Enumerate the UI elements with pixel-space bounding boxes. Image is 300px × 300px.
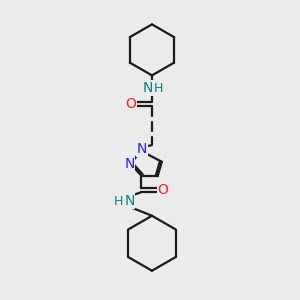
Text: O: O bbox=[125, 97, 136, 111]
Text: H: H bbox=[114, 194, 123, 208]
Text: N: N bbox=[143, 81, 153, 95]
Text: O: O bbox=[157, 183, 168, 197]
Text: N: N bbox=[124, 194, 135, 208]
Text: H: H bbox=[154, 82, 164, 95]
Text: N: N bbox=[124, 157, 135, 171]
Text: N: N bbox=[137, 142, 147, 156]
